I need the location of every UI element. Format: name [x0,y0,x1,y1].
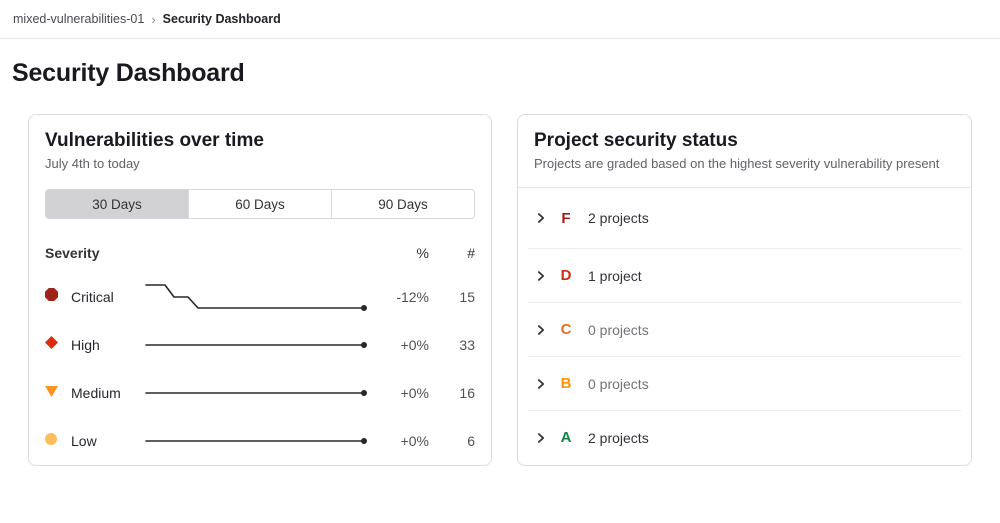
grade-letter-c: C [560,321,572,338]
grade-letter-b: B [560,375,572,392]
severity-label: Medium [71,385,121,401]
grade-letter-f: F [561,209,571,227]
severity-table-header: Severity % # [45,233,475,273]
severity-percent-change: +0% [400,337,429,353]
chevron-right-icon[interactable] [534,431,548,445]
row-divider [528,248,961,249]
day-range-button-group: 30 Days 60 Days 90 Days [45,189,475,219]
project-security-status-card: Project security status Projects are gra… [517,114,972,466]
vulns-card-title: Vulnerabilities over time [45,130,264,151]
severity-percent-change: +0% [400,385,429,401]
severity-row-critical: Critical -12% 15 [45,273,475,321]
range-button-30-days[interactable]: 30 Days [46,190,188,218]
chevron-right-icon[interactable] [534,211,548,225]
severity-low-icon [45,433,57,445]
severity-row-low: Low +0% 6 [45,417,475,465]
severity-percent-change: -12% [396,289,429,305]
severity-row-high: High +0% 33 [45,321,475,369]
count-column-header: # [467,245,475,261]
severity-count: 16 [459,385,475,401]
sparkline-chart [145,284,367,311]
grade-project-count: 0 projects [588,321,649,338]
severity-high-icon [45,336,58,349]
grade-row-a[interactable]: A 2 projects [518,411,971,464]
sparkline-chart [145,390,367,396]
breadcrumb-project-link[interactable]: mixed-vulnerabilities-01 [13,12,145,26]
sparkline-chart [145,342,367,348]
severity-count: 6 [467,433,475,449]
grade-row-d[interactable]: D 1 project [518,249,971,302]
severity-row-medium: Medium +0% 16 [45,369,475,417]
page-title: Security Dashboard [12,59,245,87]
row-divider [528,410,961,411]
percent-column-header: % [416,245,429,261]
grade-row-f[interactable]: F 2 projects [518,188,971,248]
severity-label: Critical [71,289,114,305]
status-card-title: Project security status [534,130,738,151]
grade-row-c[interactable]: C 0 projects [518,303,971,356]
breadcrumb-current: Security Dashboard [162,12,281,26]
dashboard-cards: Vulnerabilities over time July 4th to to… [28,114,972,466]
grade-letter-d: D [560,267,572,284]
grade-row-b[interactable]: B 0 projects [518,357,971,410]
vulns-card-subtitle: July 4th to today [45,156,140,171]
chevron-right-icon[interactable] [534,377,548,391]
severity-percent-change: +0% [400,433,429,449]
severity-label: High [71,337,100,353]
chevron-right-icon[interactable] [534,269,548,283]
grade-project-count: 2 projects [588,210,649,226]
vulnerabilities-over-time-card: Vulnerabilities over time July 4th to to… [28,114,492,466]
breadcrumb-separator-icon: › [151,11,156,27]
sparkline-chart [145,438,367,444]
grade-letter-a: A [560,429,572,446]
grade-project-count: 2 projects [588,429,649,446]
range-button-60-days[interactable]: 60 Days [188,190,331,218]
status-card-subtitle: Projects are graded based on the highest… [534,156,940,171]
security-dashboard-page: mixed-vulnerabilities-01 › Security Dash… [0,0,1000,466]
range-button-90-days[interactable]: 90 Days [331,190,474,218]
severity-critical-icon [45,288,58,301]
severity-medium-icon [45,386,58,397]
row-divider [528,356,961,357]
breadcrumb: mixed-vulnerabilities-01 › Security Dash… [0,0,1000,39]
chevron-right-icon[interactable] [534,323,548,337]
severity-column-header: Severity [45,245,100,261]
grade-project-count: 1 project [588,267,642,284]
grade-project-count: 0 projects [588,375,649,392]
severity-count: 33 [459,337,475,353]
severity-table: Severity % # Critical -12% 15 High [45,233,475,465]
severity-count: 15 [459,289,475,305]
row-divider [528,302,961,303]
severity-label: Low [71,433,97,449]
